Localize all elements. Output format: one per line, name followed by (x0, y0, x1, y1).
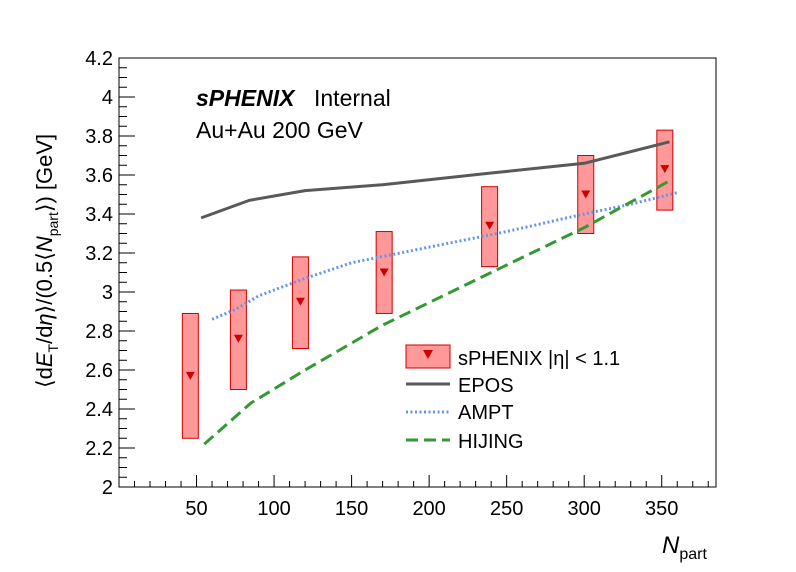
data-point-marker (660, 165, 670, 174)
y-tick-label: 3 (102, 282, 113, 304)
y-tick-label: 2.4 (85, 399, 113, 421)
y-tick-label: 3.2 (85, 243, 113, 265)
sphenix-syst-boxes (181, 129, 674, 439)
epos-curve (200, 140, 670, 220)
data-point-marker (185, 371, 195, 380)
data-point-marker (233, 334, 243, 343)
model-curves (200, 140, 678, 446)
y-tick-label: 4.2 (85, 48, 113, 70)
y-tick-label: 2 (102, 477, 113, 499)
data-point-marker (295, 297, 305, 306)
y-tick-label: 4 (102, 87, 113, 109)
y-tick-labels: 2 2.2 2.4 2.6 2.8 3 3.2 3.4 3.6 3.8 4 4.2 (85, 48, 113, 499)
axis-ticks (119, 57, 709, 488)
x-tick-label: 150 (335, 498, 368, 520)
data-point-marker (581, 190, 591, 199)
x-axis-title: Npart (662, 532, 707, 563)
y-tick-label: 3.8 (85, 126, 113, 148)
legend: sPHENIX |η| < 1.1 EPOS AMPT HIJING (405, 344, 620, 453)
y-axis-title: ⟨dET/dη⟩/(0.5⟨Npart⟩) [GeV] (32, 134, 61, 388)
x-tick-label: 200 (412, 498, 445, 520)
annotation-system: Au+Au 200 GeV (196, 117, 364, 143)
legend-sphenix-marker (423, 350, 433, 359)
x-tick-label: 250 (490, 498, 523, 520)
y-tick-label: 2.2 (85, 438, 113, 460)
x-tick-labels: 50 100 150 200 250 300 350 (185, 498, 678, 520)
x-tick-label: 50 (185, 498, 207, 520)
legend-hijing-label: HIJING (458, 431, 524, 453)
y-tick-label: 3.6 (85, 165, 113, 187)
sphenix-markers (185, 165, 670, 380)
y-tick-label: 2.6 (85, 360, 113, 382)
annotation-brand: sPHENIX (196, 85, 296, 111)
x-tick-label: 300 (568, 498, 601, 520)
data-point-marker (379, 268, 389, 277)
x-tick-label: 100 (257, 498, 290, 520)
annotation-status: Internal (314, 85, 391, 111)
legend-epos-label: EPOS (458, 375, 514, 397)
y-tick-label: 2.8 (85, 321, 113, 343)
ampt-curve (211, 191, 678, 321)
x-tick-label: 350 (645, 498, 678, 520)
legend-ampt-label: AMPT (458, 402, 514, 424)
y-tick-label: 3.4 (85, 204, 113, 226)
data-point-marker (485, 221, 495, 230)
hijing-curve (203, 179, 671, 446)
legend-sphenix-label: sPHENIX |η| < 1.1 (458, 348, 620, 370)
